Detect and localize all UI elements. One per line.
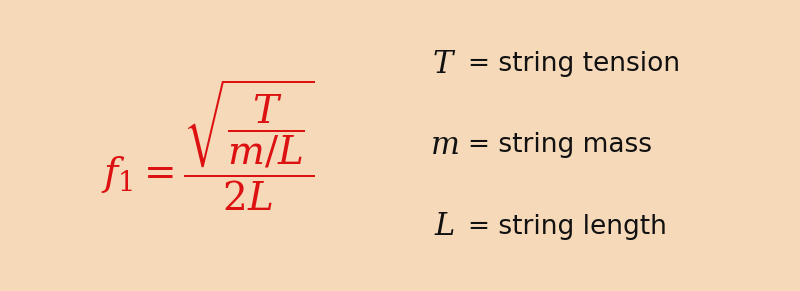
Text: $m$: $m$ (430, 131, 458, 160)
Text: $L$: $L$ (434, 212, 454, 242)
Text: = string tension: = string tension (468, 51, 680, 77)
Text: $f_1 = \dfrac{\sqrt{\dfrac{T}{m/L}}}{2L}$: $f_1 = \dfrac{\sqrt{\dfrac{T}{m/L}}}{2L}… (101, 78, 315, 213)
Text: = string length: = string length (468, 214, 667, 240)
Text: = string mass: = string mass (468, 132, 652, 159)
Text: $T$: $T$ (432, 49, 456, 79)
